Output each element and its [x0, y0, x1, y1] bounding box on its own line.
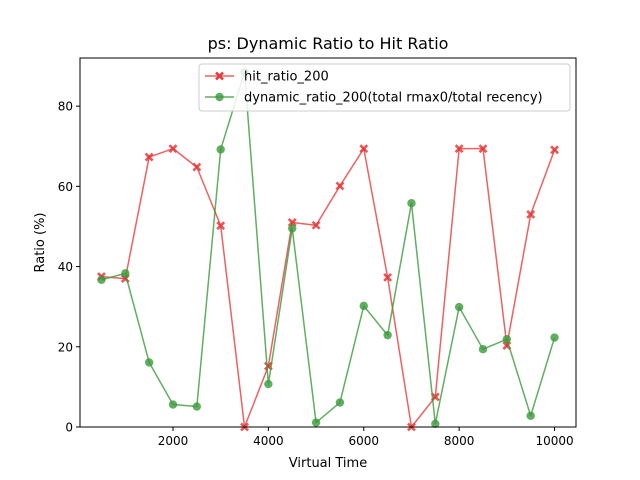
data-point-hit-ratio	[454, 144, 464, 154]
y-axis-label: Ratio (%)	[33, 212, 48, 272]
data-point-hit-ratio	[168, 144, 178, 154]
x-tick-label: 10000	[535, 434, 573, 448]
legend-marker-dynamic-ratio	[215, 92, 224, 102]
data-point-dynamic-ratio	[550, 333, 559, 342]
legend-box	[198, 63, 571, 112]
data-point-dynamic-ratio	[216, 145, 225, 154]
y-tick-label: 0	[65, 421, 73, 435]
data-point-dynamic-ratio	[526, 411, 535, 420]
data-point-dynamic-ratio	[168, 400, 178, 409]
data-point-dynamic-ratio	[359, 301, 368, 311]
data-point-hit-ratio	[383, 272, 393, 282]
data-point-dynamic-ratio	[407, 198, 416, 208]
y-tick-label: 60	[58, 180, 73, 194]
data-point-dynamic-ratio	[431, 419, 440, 428]
data-point-hit-ratio	[359, 144, 369, 154]
data-point-hit-ratio	[335, 181, 345, 191]
x-axis-label: Virtual Time	[289, 456, 367, 471]
x-tick-label: 6000	[348, 434, 379, 448]
chart-title: ps: Dynamic Ratio to Hit Ratio	[208, 34, 449, 53]
data-point-dynamic-ratio	[192, 402, 202, 411]
series-line-hit-ratio	[101, 147, 556, 428]
data-point-dynamic-ratio	[478, 344, 488, 354]
legend-label-hit-ratio: hit_ratio_200	[244, 70, 329, 85]
x-tick-label: 8000	[444, 434, 475, 448]
data-point-dynamic-ratio	[311, 418, 321, 427]
data-point-dynamic-ratio	[97, 275, 106, 284]
y-tick-label: 40	[58, 260, 73, 274]
data-point-dynamic-ratio	[383, 330, 392, 340]
data-point-hit-ratio	[192, 162, 202, 172]
data-point-hit-ratio	[287, 218, 297, 227]
data-point-hit-ratio	[311, 220, 321, 230]
data-point-dynamic-ratio	[502, 334, 512, 344]
data-point-hit-ratio	[144, 152, 154, 162]
data-point-hit-ratio	[550, 145, 559, 155]
data-point-hit-ratio	[526, 210, 536, 219]
data-point-hit-ratio	[478, 144, 488, 154]
data-point-dynamic-ratio	[335, 398, 345, 407]
x-tick-label: 2000	[158, 434, 189, 448]
y-tick-label: 20	[58, 340, 73, 354]
data-point-dynamic-ratio	[121, 269, 130, 278]
axes-frame	[79, 57, 577, 428]
plot-area	[97, 67, 559, 432]
data-point-dynamic-ratio	[264, 379, 273, 389]
x-tick-label: 4000	[253, 434, 284, 448]
legend: hit_ratio_200 dynamic_ratio_200(total rm…	[198, 63, 571, 112]
legend-label-dynamic-ratio: dynamic_ratio_200(total rmax0/total rece…	[244, 91, 543, 106]
y-tick-label: 80	[58, 100, 73, 114]
legend-marker-hit-ratio	[215, 71, 224, 81]
data-point-dynamic-ratio	[144, 358, 154, 367]
data-point-dynamic-ratio	[454, 302, 464, 312]
data-point-hit-ratio	[216, 221, 226, 231]
data-point-dynamic-ratio	[288, 224, 297, 233]
